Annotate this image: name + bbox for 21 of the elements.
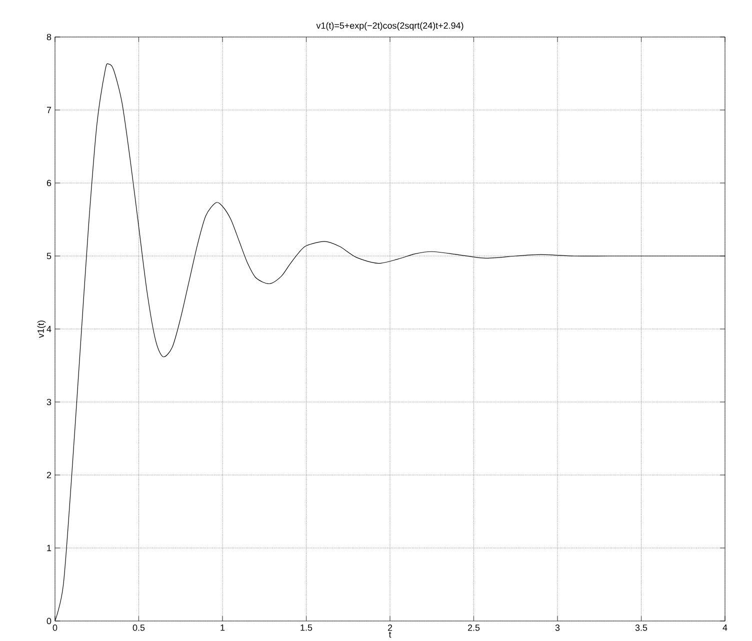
y-tick-label: 3 — [46, 398, 52, 406]
y-tick-label: 5 — [46, 252, 52, 260]
y-tick-label: 8 — [46, 34, 52, 40]
x-tick-label: 2.5 — [468, 624, 480, 631]
y-tick-label: 2 — [46, 472, 52, 478]
x-tick-label: 1.5 — [300, 624, 312, 631]
y-tick-label: 1 — [47, 544, 52, 552]
y-axis-title: v1(t) — [37, 320, 46, 338]
y-tick-label: 0 — [46, 618, 52, 624]
x-tick-label: 4 — [722, 624, 728, 631]
x-tick-label: 1 — [220, 624, 225, 631]
x-tick-label: 3 — [555, 624, 560, 631]
chart-title: v1(t)=5+exp(−2t)cos(2sqrt(24)t+2.94) — [316, 22, 464, 31]
y-tick-label: 7 — [46, 106, 52, 114]
x-axis-title: t — [388, 632, 392, 638]
x-tick-label: 2 — [388, 624, 392, 631]
y-tick-label: 4 — [46, 326, 52, 332]
x-tick-label: 0 — [52, 624, 58, 631]
x-tick-label: 3.5 — [635, 624, 648, 631]
y-tick-label: 6 — [46, 180, 52, 186]
x-tick-label: 0.5 — [132, 624, 145, 631]
